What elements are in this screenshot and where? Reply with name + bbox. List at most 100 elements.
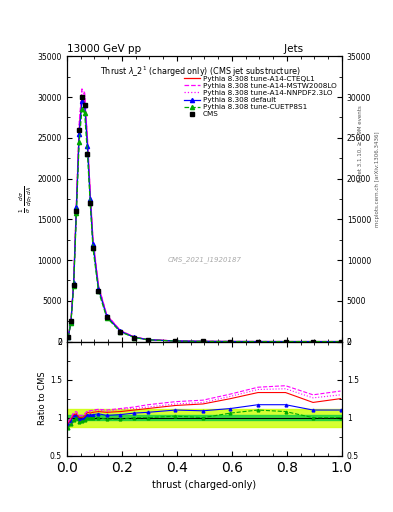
CMS [173, 338, 178, 344]
Pythia 8.308 tune-A14-MSTW2008LO [173, 338, 178, 344]
Line: CMS: CMS [66, 95, 343, 344]
Pythia 8.308 default [283, 338, 288, 345]
Pythia 8.308 tune-A14-NNPDF2.3LO [132, 334, 137, 340]
Pythia 8.308 tune-CUETP8S1 [228, 338, 233, 345]
Pythia 8.308 default [338, 338, 343, 345]
CMS [72, 282, 76, 288]
Pythia 8.308 tune-A14-MSTW2008LO [77, 120, 82, 126]
X-axis label: thrust (charged-only): thrust (charged-only) [152, 480, 256, 490]
Pythia 8.308 tune-A14-CTEQL1 [310, 338, 315, 345]
Pythia 8.308 tune-A14-MSTW2008LO [74, 198, 79, 204]
CMS [256, 338, 261, 345]
Pythia 8.308 tune-CUETP8S1 [105, 314, 109, 321]
Text: 13000 GeV pp                                            Jets: 13000 GeV pp Jets [67, 44, 303, 54]
Pythia 8.308 tune-A14-CTEQL1 [85, 139, 90, 145]
CMS [79, 94, 84, 100]
CMS [91, 245, 95, 251]
Pythia 8.308 tune-A14-NNPDF2.3LO [85, 136, 90, 142]
Text: Thrust $\lambda\_2^1$ (charged only) (CMS jet substructure): Thrust $\lambda\_2^1$ (charged only) (CM… [100, 65, 301, 79]
Line: Pythia 8.308 tune-A14-NNPDF2.3LO: Pythia 8.308 tune-A14-NNPDF2.3LO [68, 91, 341, 342]
CMS [88, 200, 93, 206]
Pythia 8.308 default [173, 338, 178, 344]
Line: Pythia 8.308 default: Pythia 8.308 default [66, 99, 343, 344]
Pythia 8.308 default [77, 131, 82, 137]
Pythia 8.308 tune-CUETP8S1 [201, 338, 206, 345]
Text: mcplots.cern.ch [arXiv:1306.3436]: mcplots.cern.ch [arXiv:1306.3436] [375, 132, 380, 227]
Line: Pythia 8.308 tune-CUETP8S1: Pythia 8.308 tune-CUETP8S1 [66, 107, 343, 344]
CMS [132, 334, 137, 340]
Pythia 8.308 tune-CUETP8S1 [256, 338, 261, 345]
Pythia 8.308 tune-CUETP8S1 [77, 139, 82, 145]
Pythia 8.308 tune-A14-CTEQL1 [91, 238, 95, 244]
Pythia 8.308 default [83, 102, 87, 109]
Pythia 8.308 tune-A14-MSTW2008LO [68, 318, 73, 324]
Y-axis label: Ratio to CMS: Ratio to CMS [38, 372, 47, 425]
Pythia 8.308 tune-A14-CTEQL1 [79, 94, 84, 100]
Pythia 8.308 default [85, 143, 90, 149]
Pythia 8.308 default [310, 338, 315, 345]
Pythia 8.308 tune-A14-CTEQL1 [74, 202, 79, 208]
Pythia 8.308 tune-A14-CTEQL1 [173, 338, 178, 344]
Pythia 8.308 tune-A14-CTEQL1 [77, 126, 82, 133]
Pythia 8.308 tune-A14-NNPDF2.3LO [74, 200, 79, 206]
Pythia 8.308 tune-A14-NNPDF2.3LO [201, 338, 206, 345]
Pythia 8.308 tune-A14-NNPDF2.3LO [91, 237, 95, 243]
Y-axis label: $\frac{1}{\sigma}$ $\frac{d\sigma}{dp_T\,d\lambda}$: $\frac{1}{\sigma}$ $\frac{d\sigma}{dp_T\… [18, 185, 35, 213]
Pythia 8.308 tune-CUETP8S1 [283, 338, 288, 345]
Pythia 8.308 tune-A14-CTEQL1 [105, 312, 109, 318]
Text: Rivet 3.1.10, ≥ 2.9M events: Rivet 3.1.10, ≥ 2.9M events [358, 105, 363, 182]
Pythia 8.308 tune-A14-MSTW2008LO [96, 282, 101, 288]
Pythia 8.308 tune-A14-CTEQL1 [96, 284, 101, 290]
Pythia 8.308 tune-A14-MSTW2008LO [338, 338, 343, 345]
Pythia 8.308 tune-CUETP8S1 [66, 334, 71, 340]
CMS [96, 288, 101, 294]
Pythia 8.308 tune-CUETP8S1 [118, 329, 123, 335]
Pythia 8.308 default [72, 280, 76, 286]
Pythia 8.308 default [66, 334, 71, 340]
Pythia 8.308 tune-CUETP8S1 [79, 106, 84, 112]
Pythia 8.308 tune-CUETP8S1 [96, 288, 101, 294]
Pythia 8.308 default [132, 334, 137, 340]
Line: Pythia 8.308 tune-A14-MSTW2008LO: Pythia 8.308 tune-A14-MSTW2008LO [68, 89, 341, 342]
Pythia 8.308 tune-A14-CTEQL1 [68, 318, 73, 325]
Pythia 8.308 tune-A14-MSTW2008LO [79, 86, 84, 92]
Pythia 8.308 default [118, 328, 123, 334]
Legend: Pythia 8.308 tune-A14-CTEQL1, Pythia 8.308 tune-A14-MSTW2008LO, Pythia 8.308 tun: Pythia 8.308 tune-A14-CTEQL1, Pythia 8.3… [183, 74, 338, 119]
Pythia 8.308 tune-A14-CTEQL1 [145, 336, 150, 343]
CMS [66, 334, 71, 340]
Pythia 8.308 tune-A14-CTEQL1 [338, 338, 343, 345]
Pythia 8.308 tune-A14-MSTW2008LO [85, 135, 90, 141]
CMS [201, 338, 206, 345]
Pythia 8.308 tune-A14-CTEQL1 [283, 338, 288, 345]
Pythia 8.308 tune-A14-MSTW2008LO [256, 338, 261, 345]
Pythia 8.308 tune-A14-NNPDF2.3LO [105, 312, 109, 318]
Pythia 8.308 tune-A14-MSTW2008LO [132, 334, 137, 340]
Pythia 8.308 tune-A14-NNPDF2.3LO [88, 189, 93, 196]
Pythia 8.308 tune-CUETP8S1 [74, 210, 79, 216]
Pythia 8.308 tune-CUETP8S1 [68, 320, 73, 326]
Pythia 8.308 tune-A14-MSTW2008LO [105, 312, 109, 318]
Pythia 8.308 default [88, 196, 93, 202]
Pythia 8.308 tune-A14-MSTW2008LO [72, 278, 76, 284]
Pythia 8.308 tune-CUETP8S1 [173, 338, 178, 344]
Pythia 8.308 default [68, 319, 73, 325]
Pythia 8.308 tune-A14-CTEQL1 [118, 328, 123, 334]
Pythia 8.308 tune-A14-MSTW2008LO [283, 338, 288, 345]
Pythia 8.308 tune-A14-NNPDF2.3LO [66, 334, 71, 340]
Pythia 8.308 tune-A14-NNPDF2.3LO [228, 338, 233, 345]
Pythia 8.308 tune-A14-NNPDF2.3LO [310, 338, 315, 345]
Pythia 8.308 tune-CUETP8S1 [85, 151, 90, 157]
Pythia 8.308 default [201, 338, 206, 345]
Pythia 8.308 tune-A14-MSTW2008LO [88, 188, 93, 194]
Pythia 8.308 default [91, 241, 95, 247]
Pythia 8.308 default [79, 98, 84, 104]
Pythia 8.308 tune-A14-NNPDF2.3LO [283, 338, 288, 345]
CMS [68, 318, 73, 324]
Pythia 8.308 default [74, 204, 79, 210]
CMS [83, 102, 87, 109]
Pythia 8.308 tune-A14-MSTW2008LO [91, 235, 95, 241]
Pythia 8.308 tune-A14-NNPDF2.3LO [77, 122, 82, 129]
CMS [118, 329, 123, 335]
Pythia 8.308 tune-A14-CTEQL1 [66, 334, 71, 340]
Pythia 8.308 tune-CUETP8S1 [145, 337, 150, 343]
